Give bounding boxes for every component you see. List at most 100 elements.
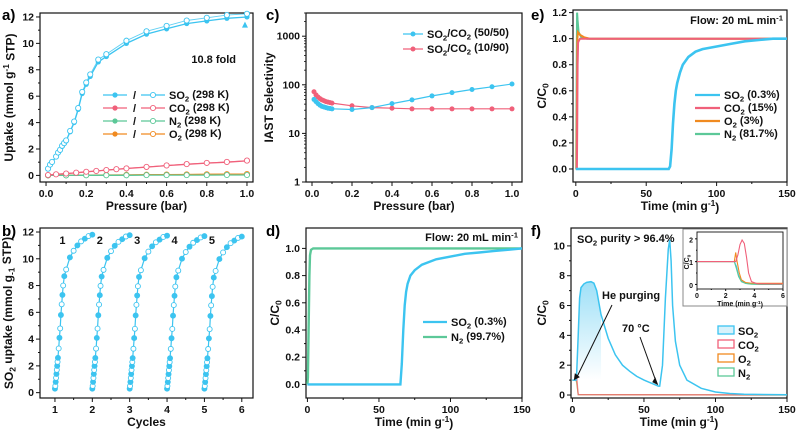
text-part: 2 xyxy=(741,107,745,116)
fold-arrow-head xyxy=(241,21,248,28)
x-tick-label: 0.6 xyxy=(159,188,174,200)
text-part: STP) xyxy=(0,237,14,268)
panel-label: d) xyxy=(266,223,280,240)
legend-marker-filled xyxy=(112,131,118,137)
data-point-desorption xyxy=(223,158,230,165)
data-point xyxy=(409,106,415,112)
y-tick-label: 2 xyxy=(559,360,565,372)
series-line-so2 xyxy=(307,247,523,386)
x-tick-label: 6 xyxy=(239,404,245,416)
data-point-desorption xyxy=(53,171,60,178)
data-point-desorption xyxy=(243,10,251,17)
temperature-annotation: 70 °C xyxy=(622,323,650,335)
he-purging-arrow-head xyxy=(573,373,580,381)
panel-label: a) xyxy=(2,7,15,24)
data-point xyxy=(329,100,335,106)
y-tick-label: 10 xyxy=(22,253,34,265)
text-part: Flow: 20 mL min xyxy=(425,232,511,244)
data-point xyxy=(96,301,102,308)
y-tick-label: 0 xyxy=(28,170,34,182)
legend-label: O2 (3%) xyxy=(724,115,763,129)
data-point xyxy=(509,81,515,87)
text-part: -1 xyxy=(756,300,761,306)
text-part: uptake (mmol g xyxy=(1,275,15,367)
data-point xyxy=(132,312,139,319)
data-point xyxy=(389,101,395,107)
data-point xyxy=(137,267,144,274)
data-point xyxy=(57,325,64,332)
data-point xyxy=(208,302,215,309)
x-tick-label: 0.8 xyxy=(465,188,480,200)
data-point xyxy=(206,326,213,333)
text-part: SO xyxy=(738,326,754,338)
data-point xyxy=(134,283,141,290)
flow-annotation: Flow: 20 mL min-1 xyxy=(690,14,784,27)
text-part: (298 K) xyxy=(181,115,221,127)
data-point xyxy=(409,97,415,103)
y-tick-label: 1 xyxy=(689,260,693,267)
data-point xyxy=(89,231,96,238)
legend-label: N2 xyxy=(738,368,750,381)
text-part: SO xyxy=(427,44,443,56)
x-tick-label: 1 xyxy=(52,404,58,416)
y-tick-label: 8 xyxy=(28,280,34,292)
text-part: 0 xyxy=(541,83,551,88)
y-tick-label: 0.2 xyxy=(285,352,300,364)
text-part: SO xyxy=(2,372,16,389)
plot-frame xyxy=(305,227,523,399)
data-point xyxy=(100,266,107,273)
x-tick-label: 1.0 xyxy=(505,188,520,200)
y-tick-label: 6 xyxy=(559,300,565,312)
data-point xyxy=(136,273,142,280)
y-tick-label: 6 xyxy=(28,91,34,103)
text-part: (81.7%) xyxy=(736,128,778,140)
series-line-n2 xyxy=(572,379,788,396)
text-part: N xyxy=(738,368,746,380)
data-point xyxy=(209,283,216,290)
x-tick-label: 0.4 xyxy=(119,188,134,200)
text-part: C/C xyxy=(684,257,691,269)
series-line-n2 xyxy=(306,247,522,385)
text-part: /CO xyxy=(447,43,467,55)
y-axis-label: IAST Selectivity xyxy=(262,52,276,142)
data-point xyxy=(329,106,335,112)
text-part: (0.3%) xyxy=(744,89,780,101)
text-part: (0.3%) xyxy=(471,316,507,328)
data-point xyxy=(205,335,212,342)
text-part: 0 xyxy=(686,254,692,257)
text-part: (298 K) xyxy=(189,89,229,101)
data-point xyxy=(56,334,63,341)
text-part: Pressure (bar) xyxy=(106,199,187,213)
legend-label: SO2 xyxy=(738,326,758,339)
legend-label: N2 (99.7%) xyxy=(451,331,505,345)
text-part: Time (min g xyxy=(641,199,708,213)
data-point xyxy=(133,301,140,308)
legend-marker-open xyxy=(149,117,157,125)
data-point xyxy=(207,312,214,319)
cycle-3 xyxy=(126,232,171,392)
text-part: 2 xyxy=(467,32,471,41)
text-part: O xyxy=(738,354,747,366)
x-tick-label: 100 xyxy=(708,188,726,200)
text-part: /CO xyxy=(447,28,467,40)
x-tick-label: 50 xyxy=(638,404,650,416)
text-part: 0 xyxy=(274,300,284,305)
y-axis-label: Uptake (mmol g-1 STP) xyxy=(1,33,17,161)
data-point xyxy=(95,312,102,319)
legend-swatch xyxy=(717,353,735,363)
cycle-line xyxy=(203,236,242,389)
x-axis-label: Time (min g-1) xyxy=(375,414,454,430)
legend-marker-open xyxy=(149,104,157,112)
data-point-desorption xyxy=(73,169,80,176)
data-point xyxy=(208,293,215,300)
plot-frame xyxy=(570,227,788,399)
text-part: -1 xyxy=(776,14,784,23)
text-part: 2 xyxy=(732,133,736,142)
y-tick-label: 12 xyxy=(22,11,34,23)
data-point xyxy=(167,345,174,352)
data-point-desorption xyxy=(71,118,78,125)
data-point xyxy=(204,355,211,362)
data-point xyxy=(172,283,179,290)
